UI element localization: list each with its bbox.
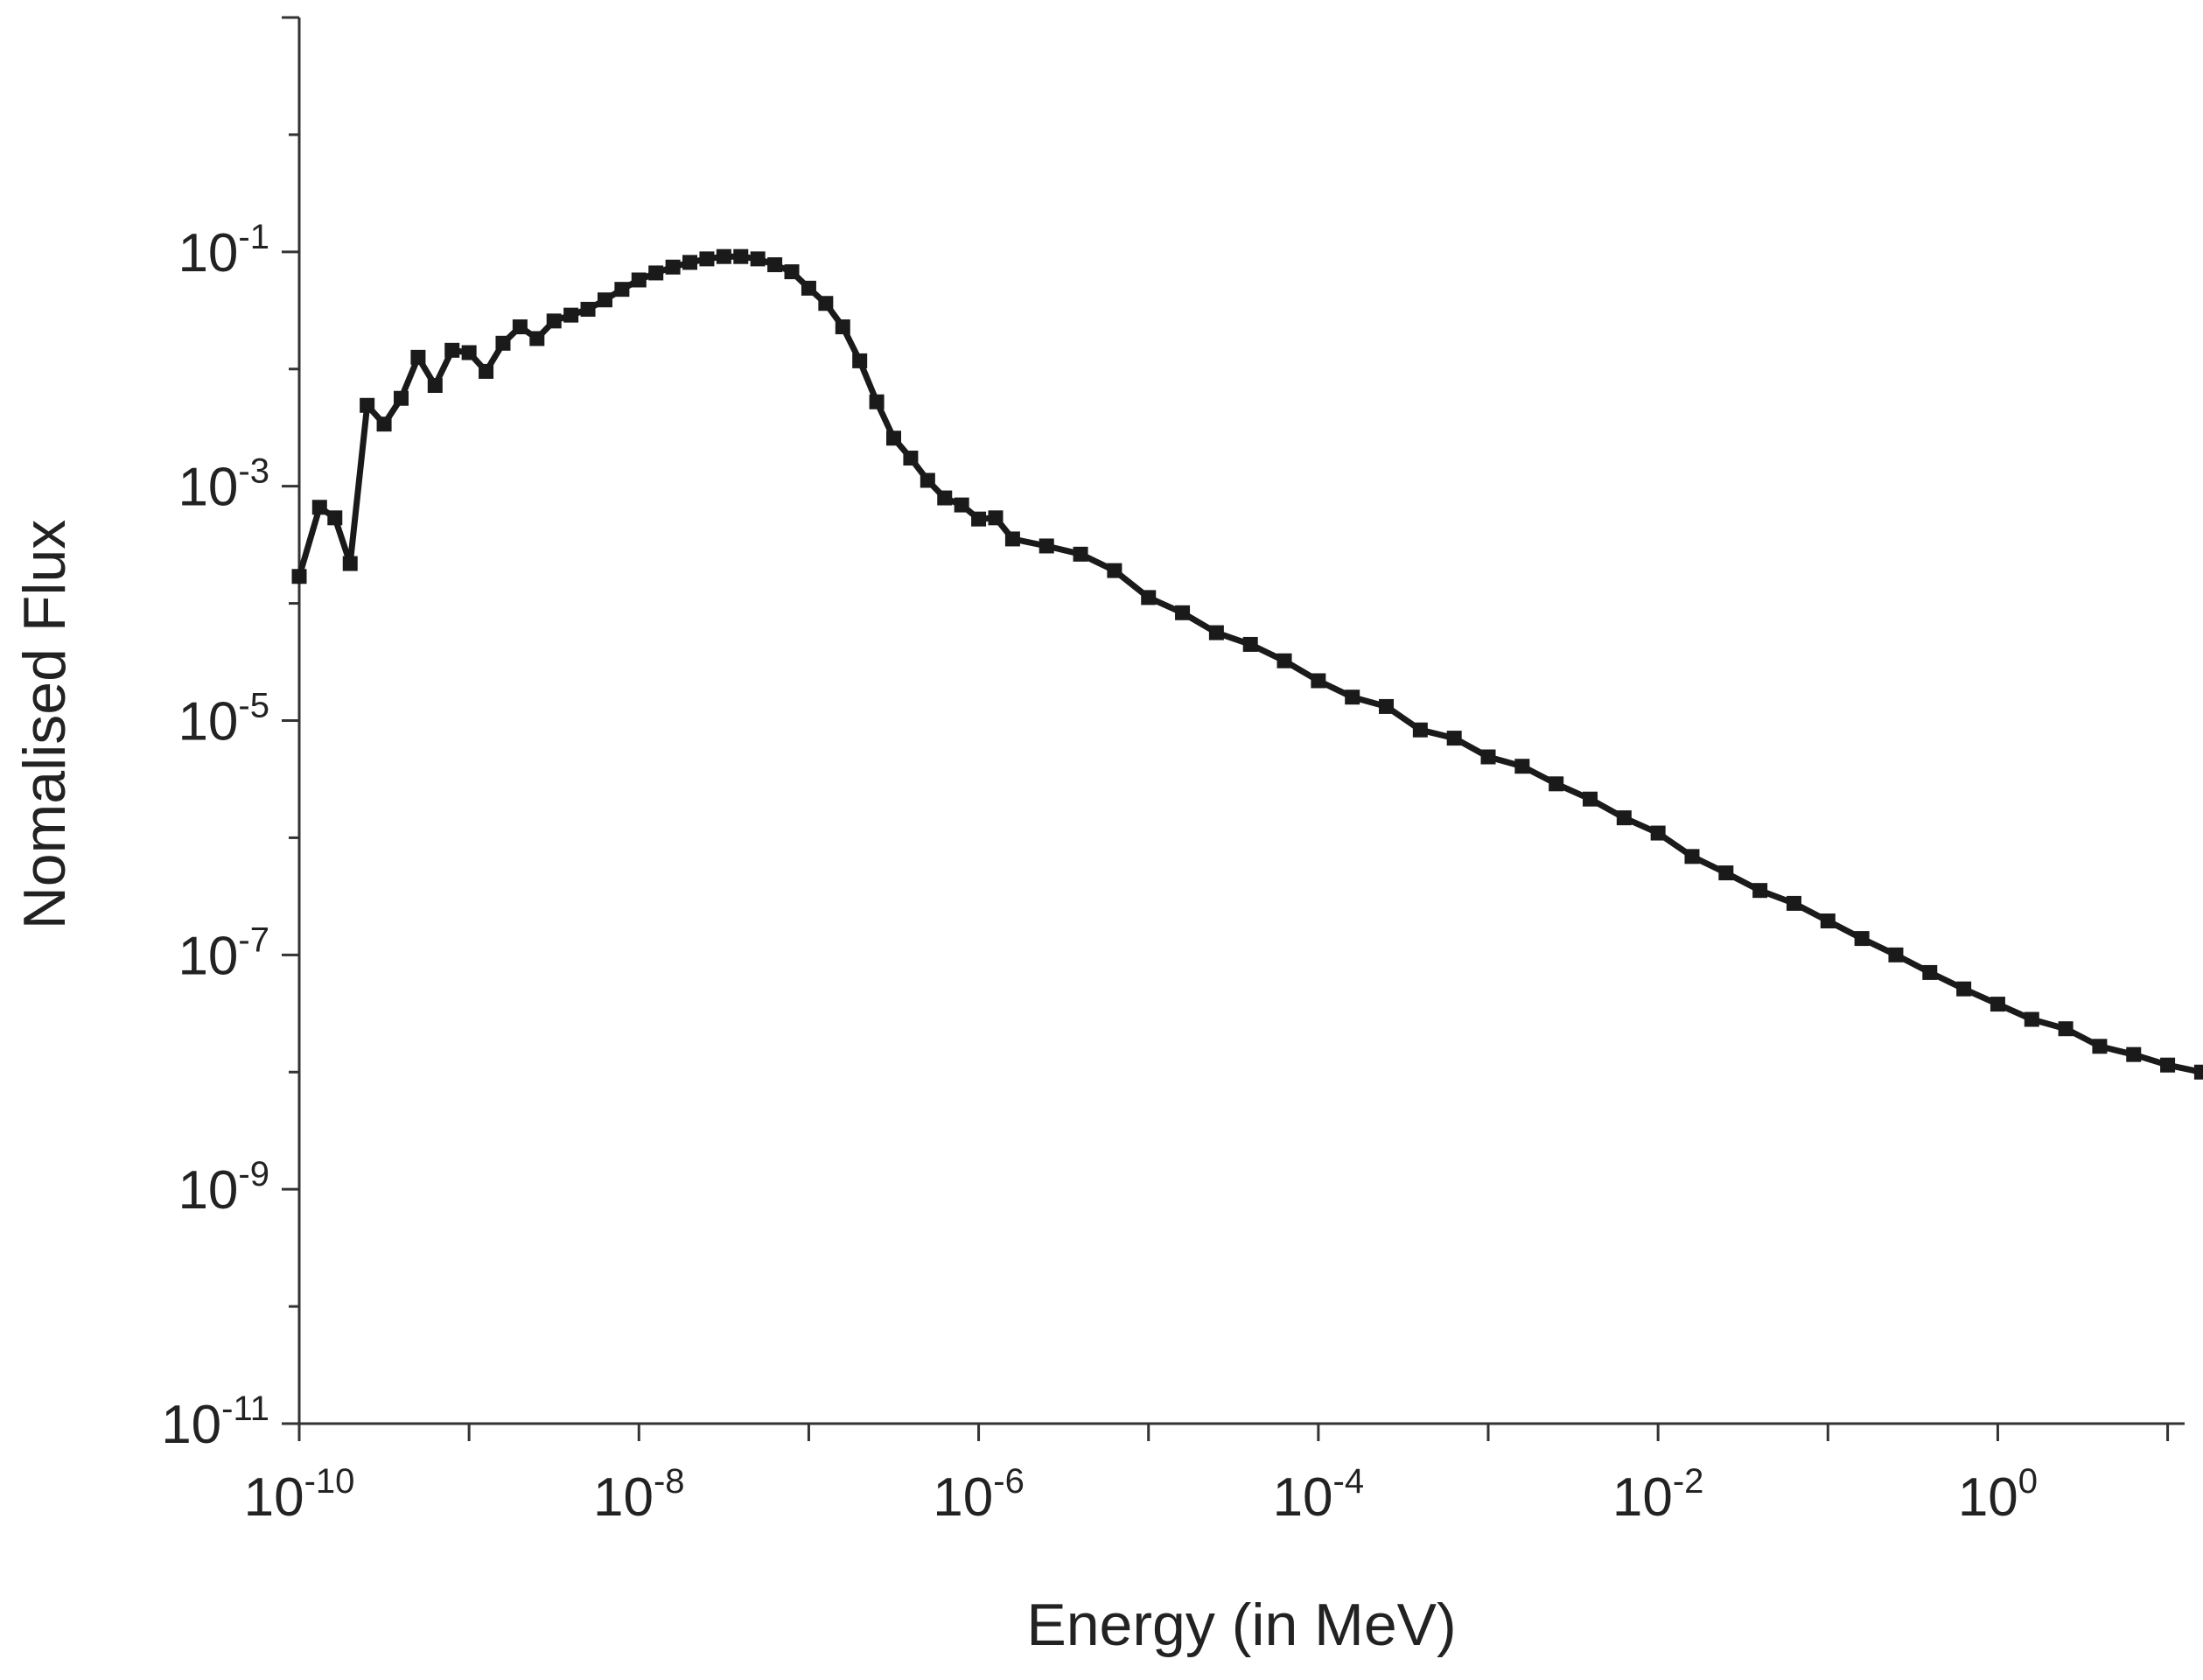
data-point <box>461 345 477 360</box>
y-tick-label: 10-7 <box>178 920 269 986</box>
data-point <box>1107 563 1122 578</box>
data-point <box>835 319 850 335</box>
data-point <box>495 335 511 351</box>
data-point <box>2193 1064 2203 1080</box>
data-point <box>1039 538 1054 554</box>
x-axis-ticks: 10-10 10-8 10-6 10-4 10-2 100 <box>244 1424 2170 1528</box>
data-point <box>903 451 919 466</box>
series-line <box>296 253 2203 1076</box>
data-point <box>1514 759 1530 774</box>
data-point <box>818 296 834 312</box>
data-point <box>1208 625 1224 640</box>
data-point <box>580 301 596 317</box>
data-point <box>801 280 816 296</box>
data-point <box>1990 997 2005 1012</box>
data-point <box>444 342 460 358</box>
data-point <box>1582 791 1598 807</box>
x-tick-label: 100 <box>1958 1462 2038 1528</box>
data-point <box>869 394 885 410</box>
x-tick-label: 10-8 <box>593 1462 685 1528</box>
data-point <box>1684 849 1700 864</box>
data-point <box>1480 749 1496 765</box>
data-point <box>512 319 528 335</box>
data-point <box>1141 590 1157 606</box>
data-point <box>2160 1057 2176 1073</box>
data-point <box>648 265 664 281</box>
data-point <box>597 292 612 308</box>
y-axis-ticks: 10-1 10-3 10-5 10-7 10-9 10-11 <box>161 16 299 1455</box>
data-point <box>291 569 307 584</box>
y-tick-label: 10-11 <box>161 1390 269 1455</box>
data-point <box>614 282 630 298</box>
data-point <box>1242 636 1258 652</box>
data-point <box>311 500 327 515</box>
data-point <box>699 251 715 267</box>
data-point <box>988 510 1004 526</box>
data-point <box>1412 722 1428 738</box>
data-point <box>546 313 562 329</box>
y-tick-label: 10-3 <box>178 452 269 518</box>
data-point <box>1616 810 1632 826</box>
data-point <box>886 430 902 446</box>
data-point <box>954 497 969 513</box>
data-point <box>2024 1012 2039 1027</box>
y-tick-label: 10-5 <box>178 687 269 752</box>
data-point <box>716 248 731 264</box>
data-point <box>1922 964 1938 980</box>
data-point <box>733 248 749 264</box>
data-point <box>1276 653 1292 668</box>
data-point <box>563 307 579 323</box>
data-point <box>1549 776 1564 792</box>
data-point <box>1345 690 1360 705</box>
data-point <box>327 510 343 526</box>
data-point <box>2126 1046 2142 1062</box>
data-point <box>427 377 443 393</box>
data-point <box>1854 931 1870 947</box>
data-point <box>1752 883 1768 899</box>
data-point <box>1888 947 1904 962</box>
data-point <box>1379 698 1395 714</box>
data-point <box>1175 605 1191 620</box>
data-point <box>1956 981 1972 997</box>
data-point <box>767 257 783 273</box>
data-point <box>479 363 494 379</box>
data-point <box>360 397 375 413</box>
x-tick-label: 10-2 <box>1612 1462 1704 1528</box>
data-point <box>2058 1021 2074 1037</box>
data-point <box>342 556 358 571</box>
data-point <box>376 416 392 432</box>
data-point <box>1718 865 1734 881</box>
data-point <box>1446 731 1462 746</box>
data-point <box>1820 913 1836 928</box>
data-point <box>1073 546 1088 562</box>
data-point <box>665 259 681 275</box>
data-point <box>1004 531 1020 547</box>
x-axis-label: Energy (in MeV) <box>1026 1592 1456 1658</box>
data-point <box>393 390 409 406</box>
x-tick-label: 10-6 <box>933 1462 1025 1528</box>
x-tick-label: 10-4 <box>1273 1462 1365 1528</box>
y-tick-label: 10-9 <box>178 1155 269 1221</box>
y-tick-label: 10-1 <box>178 218 269 284</box>
data-point <box>784 264 800 280</box>
data-point <box>750 251 766 267</box>
axes <box>297 18 2185 1425</box>
data-point <box>852 353 868 368</box>
data-point <box>1311 673 1326 689</box>
data-point <box>1650 825 1666 841</box>
data-point <box>2092 1039 2108 1054</box>
data-point <box>937 490 953 506</box>
data-point <box>410 349 426 365</box>
y-axis-label: Nomalised Flux <box>11 520 78 930</box>
data-point <box>1786 895 1801 911</box>
data-point <box>682 255 698 270</box>
data-point <box>971 511 987 527</box>
series-group <box>291 248 2203 1080</box>
data-point <box>631 272 647 288</box>
x-tick-label: 10-10 <box>244 1462 355 1528</box>
data-point <box>529 331 545 346</box>
data-point <box>920 472 935 488</box>
